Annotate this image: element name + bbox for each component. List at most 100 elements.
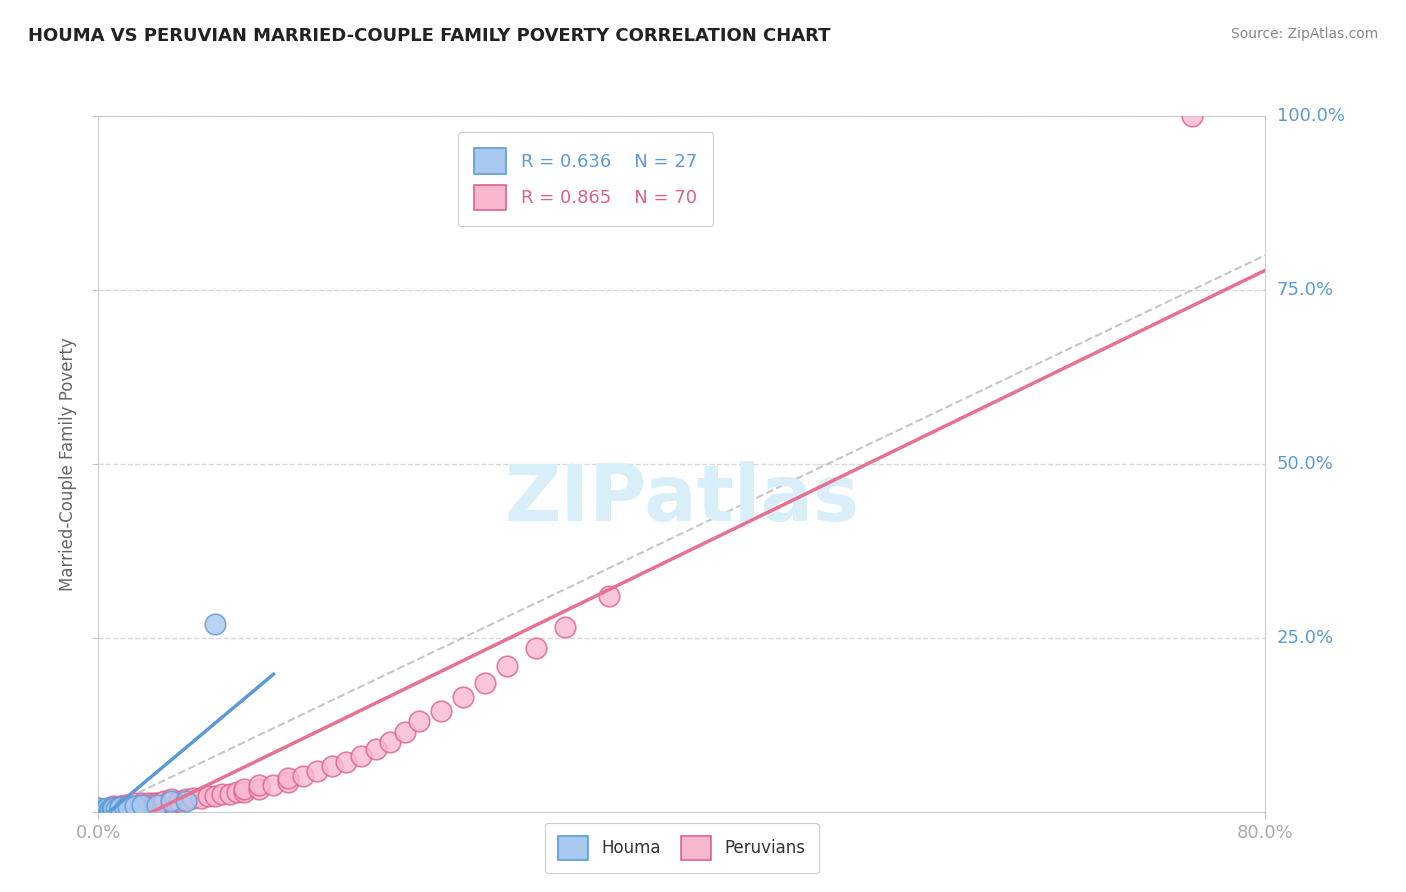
Point xyxy=(94,802,117,816)
Point xyxy=(101,799,124,814)
Point xyxy=(226,785,249,799)
Point xyxy=(110,800,132,814)
Point xyxy=(101,803,124,817)
Point xyxy=(350,749,373,764)
Point xyxy=(211,788,233,801)
Point xyxy=(131,798,153,813)
Point xyxy=(98,802,121,816)
Point xyxy=(110,801,132,815)
Text: 25.0%: 25.0% xyxy=(1277,629,1334,647)
Point xyxy=(181,790,204,805)
Point xyxy=(153,794,176,808)
Point xyxy=(87,801,110,815)
Point xyxy=(98,802,121,816)
Text: 100.0%: 100.0% xyxy=(1277,107,1344,125)
Point xyxy=(134,797,156,812)
Point xyxy=(87,801,110,815)
Point xyxy=(142,796,165,810)
Point xyxy=(138,797,160,811)
Point xyxy=(204,789,226,804)
Point xyxy=(408,714,430,729)
Point xyxy=(524,641,547,656)
Y-axis label: Married-Couple Family Poverty: Married-Couple Family Poverty xyxy=(59,337,77,591)
Point xyxy=(87,803,110,817)
Point xyxy=(149,796,172,810)
Point xyxy=(100,801,122,815)
Point xyxy=(93,803,115,817)
Point xyxy=(117,797,139,812)
Point xyxy=(114,800,136,814)
Point xyxy=(105,800,128,814)
Point xyxy=(94,805,117,819)
Point xyxy=(277,772,299,786)
Point xyxy=(160,792,183,806)
Point xyxy=(87,803,110,817)
Point xyxy=(160,794,183,808)
Point xyxy=(96,801,118,815)
Text: HOUMA VS PERUVIAN MARRIED-COUPLE FAMILY POVERTY CORRELATION CHART: HOUMA VS PERUVIAN MARRIED-COUPLE FAMILY … xyxy=(28,27,831,45)
Point xyxy=(554,620,576,634)
Legend: Houma, Peruvians: Houma, Peruvians xyxy=(546,822,818,873)
Point xyxy=(94,805,117,819)
Point xyxy=(124,797,146,811)
Point xyxy=(104,801,127,815)
Point xyxy=(91,803,114,817)
Point xyxy=(87,805,110,819)
Point xyxy=(146,797,169,812)
Point xyxy=(111,800,134,814)
Point xyxy=(100,800,122,814)
Point xyxy=(114,798,136,813)
Point xyxy=(131,797,153,811)
Point xyxy=(124,799,146,814)
Point xyxy=(291,768,314,782)
Point xyxy=(117,800,139,814)
Point xyxy=(495,658,517,673)
Point xyxy=(430,704,453,718)
Point xyxy=(233,782,256,797)
Point xyxy=(233,785,256,799)
Point xyxy=(394,724,416,739)
Text: 75.0%: 75.0% xyxy=(1277,281,1334,299)
Point xyxy=(247,782,270,797)
Text: 50.0%: 50.0% xyxy=(1277,455,1333,473)
Text: Source: ZipAtlas.com: Source: ZipAtlas.com xyxy=(1230,27,1378,41)
Point xyxy=(167,794,190,808)
Point xyxy=(94,802,117,816)
Point xyxy=(474,676,496,690)
Point xyxy=(97,803,120,817)
Point xyxy=(131,797,153,812)
Point xyxy=(1181,109,1204,123)
Point xyxy=(101,801,124,815)
Point xyxy=(101,801,124,815)
Point xyxy=(307,764,329,779)
Text: ZIPatlas: ZIPatlas xyxy=(505,460,859,537)
Point xyxy=(120,799,142,814)
Point xyxy=(87,805,110,819)
Point xyxy=(104,802,127,816)
Point xyxy=(204,616,226,631)
Point xyxy=(93,802,115,816)
Point xyxy=(262,778,284,792)
Point xyxy=(218,788,240,801)
Point xyxy=(247,778,270,792)
Point xyxy=(91,803,114,817)
Point xyxy=(160,796,183,810)
Point xyxy=(124,799,146,814)
Point xyxy=(335,755,357,769)
Point xyxy=(117,800,139,814)
Point xyxy=(97,801,120,815)
Point xyxy=(87,805,110,819)
Point xyxy=(146,797,169,811)
Point xyxy=(90,803,112,817)
Point xyxy=(321,759,343,773)
Point xyxy=(190,790,212,805)
Point xyxy=(110,799,132,814)
Point xyxy=(451,690,474,704)
Point xyxy=(90,805,112,819)
Point xyxy=(101,803,124,817)
Point xyxy=(598,589,620,603)
Point xyxy=(378,735,402,749)
Point xyxy=(110,801,132,815)
Point xyxy=(174,794,197,808)
Point xyxy=(96,803,118,817)
